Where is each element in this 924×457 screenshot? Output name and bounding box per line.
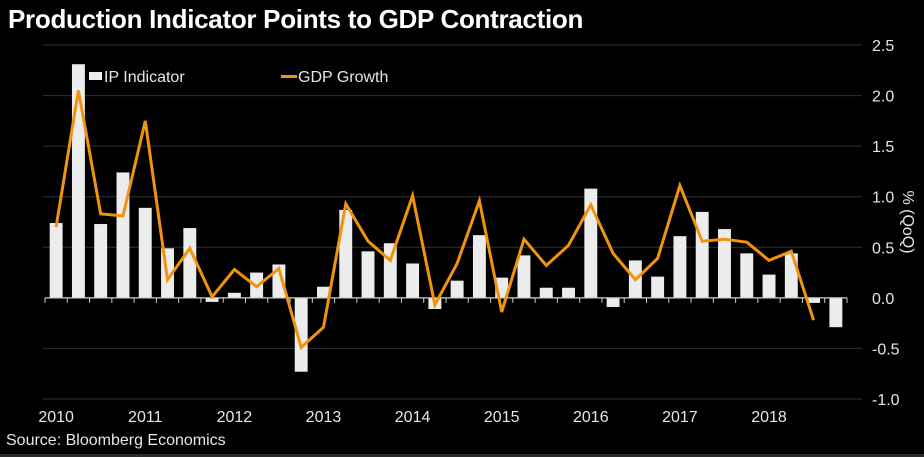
bar-ip-indicator bbox=[49, 223, 63, 298]
bottom-strip bbox=[0, 454, 924, 457]
legend-label-ip-indicator: IP Indicator bbox=[104, 69, 185, 86]
y-tick-label: 0.0 bbox=[872, 291, 894, 308]
gridlines bbox=[43, 44, 862, 400]
x-tick-label: 2013 bbox=[306, 409, 342, 426]
legend-label-gdp-growth: GDP Growth bbox=[298, 69, 388, 86]
bar-ip-indicator bbox=[71, 64, 85, 298]
y-axis-label: % (QoQ) bbox=[899, 190, 916, 253]
bar-ip-indicator bbox=[294, 297, 308, 372]
bar-ip-indicator bbox=[339, 209, 353, 298]
bar-ip-indicator bbox=[829, 297, 843, 328]
x-tick-label: 2016 bbox=[573, 409, 609, 426]
y-tick-label: -1.0 bbox=[872, 392, 900, 409]
y-tick-label: 1.5 bbox=[872, 139, 894, 156]
bar-ip-indicator bbox=[762, 274, 776, 298]
y-tick-label: 0.5 bbox=[872, 240, 894, 257]
bar-ip-indicator bbox=[562, 287, 575, 298]
bar-ip-indicator bbox=[784, 253, 798, 298]
bar-ip-indicator bbox=[450, 280, 464, 298]
bar-ip-indicator bbox=[740, 253, 754, 298]
legend: IP Indicator GDP Growth bbox=[89, 69, 388, 86]
gdp-growth-line-group bbox=[54, 90, 816, 351]
bar-ip-indicator bbox=[584, 188, 598, 298]
x-axis bbox=[44, 297, 848, 303]
x-tick-label: 2010 bbox=[38, 409, 74, 426]
bar-ip-indicator bbox=[317, 286, 330, 298]
bar-ip-indicator bbox=[718, 229, 731, 298]
bar-ip-indicator bbox=[695, 211, 709, 298]
x-tick-label: 2015 bbox=[484, 409, 520, 426]
bar-ip-indicator bbox=[94, 224, 108, 298]
y-tick-label: 2.0 bbox=[872, 89, 894, 106]
x-tick-label: 2012 bbox=[217, 409, 253, 426]
bar-ip-indicator bbox=[406, 263, 420, 298]
legend-swatch-ip-indicator bbox=[89, 72, 102, 80]
bar-ip-indicator bbox=[138, 207, 152, 298]
x-tick-label: 2014 bbox=[395, 409, 431, 426]
y-tick-label: 2.5 bbox=[872, 38, 894, 55]
y-axis: 2.5 2.0 1.5 1.0 0.5 0.0 -0.5 -1.0 bbox=[872, 38, 900, 409]
source-note: Source: Bloomberg Economics bbox=[6, 432, 226, 449]
bar-ip-indicator bbox=[673, 236, 687, 298]
y-tick-label: 1.0 bbox=[872, 190, 894, 207]
bar-ip-indicator bbox=[205, 297, 219, 302]
legend-swatch-gdp-growth bbox=[281, 75, 297, 78]
bar-ip-indicator bbox=[517, 255, 531, 298]
bar-ip-indicator bbox=[472, 235, 486, 298]
x-tick-label: 2011 bbox=[128, 409, 163, 426]
ip-indicator-bars bbox=[49, 64, 843, 372]
y-tick-label: -0.5 bbox=[872, 341, 900, 358]
x-tick-labels: 2010 2011 2012 2013 2014 2015 2016 2017 2018 bbox=[38, 409, 787, 426]
bar-ip-indicator bbox=[807, 297, 821, 303]
bar-ip-indicator bbox=[183, 228, 197, 298]
x-tick-label: 2017 bbox=[662, 409, 698, 426]
bar-ip-indicator bbox=[361, 251, 375, 298]
line-gdp-growth bbox=[54, 90, 816, 351]
bar-ip-indicator bbox=[227, 292, 241, 298]
bar-ip-indicator bbox=[651, 276, 665, 298]
bar-ip-indicator bbox=[606, 297, 620, 307]
bar-ip-indicator bbox=[539, 287, 553, 298]
x-tick-label: 2018 bbox=[751, 409, 787, 426]
chart-title: Production Indicator Points to GDP Contr… bbox=[8, 4, 584, 34]
